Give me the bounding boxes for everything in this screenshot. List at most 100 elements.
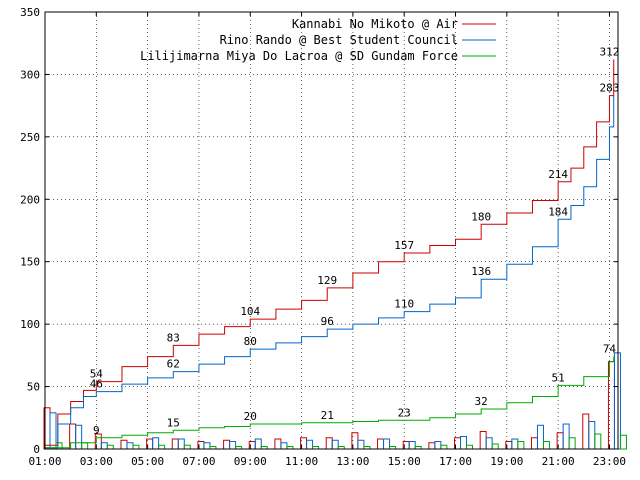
bar <box>588 421 596 450</box>
data-label: 62 <box>167 358 180 371</box>
x-tick-label: 21:00 <box>542 455 575 468</box>
bar <box>171 438 179 450</box>
bar <box>466 444 474 450</box>
bar <box>126 442 134 450</box>
bar <box>106 444 114 450</box>
x-tick-label: 19:00 <box>490 455 523 468</box>
data-label: 23 <box>398 406 411 419</box>
bar <box>229 441 237 450</box>
data-label: 180 <box>471 210 491 223</box>
x-tick-label: 17:00 <box>439 455 472 468</box>
y-tick-label: 300 <box>20 68 40 81</box>
y-tick-label: 150 <box>20 256 40 269</box>
x-tick-label: 23:00 <box>593 455 626 468</box>
bar <box>203 442 211 450</box>
legend: Kannabi No Mikoto @ Air Rino Rando @ Best… <box>140 17 496 63</box>
x-tick-label: 07:00 <box>182 455 215 468</box>
grid <box>45 12 618 449</box>
bar <box>491 443 499 450</box>
data-label: 184 <box>548 205 568 218</box>
data-label: 20 <box>244 410 257 423</box>
bar <box>331 439 339 450</box>
y-tick-label: 200 <box>20 193 40 206</box>
bar <box>383 438 391 450</box>
bar <box>306 439 314 450</box>
data-label: 157 <box>394 239 414 252</box>
bar <box>274 438 282 450</box>
legend-label: Rino Rando @ Best Student Council <box>220 33 458 47</box>
y-tick-label: 250 <box>20 131 40 144</box>
bar <box>325 437 333 450</box>
bar <box>568 437 576 450</box>
bar <box>100 442 108 450</box>
bar <box>428 442 436 450</box>
bar <box>613 352 621 450</box>
data-label: 214 <box>548 168 568 181</box>
y-tick-label: 100 <box>20 318 40 331</box>
bar <box>223 439 231 450</box>
bar <box>132 444 140 450</box>
y-tick-label: 350 <box>20 6 40 19</box>
axes: 0 50 100 150 200 250 300 350 01:00 03:00 05:00 07:0… <box>20 6 626 468</box>
bar <box>479 431 487 450</box>
data-label: 96 <box>321 315 334 328</box>
bar <box>582 413 590 450</box>
data-label: 46 <box>90 378 103 391</box>
data-label: 110 <box>394 298 414 311</box>
bar <box>75 424 83 450</box>
bar <box>517 441 525 450</box>
bar <box>562 423 570 450</box>
series-line <box>45 356 615 449</box>
data-label: 129 <box>317 274 337 287</box>
bar <box>81 442 89 450</box>
y-tick-label: 0 <box>33 443 40 456</box>
data-label: 136 <box>471 265 491 278</box>
bar <box>177 438 185 450</box>
data-label: 32 <box>475 395 488 408</box>
bar <box>460 436 468 450</box>
data-label: 74 <box>603 343 617 356</box>
bar <box>49 412 57 450</box>
x-tick-label: 11:00 <box>285 455 318 468</box>
bar <box>485 437 493 450</box>
data-label: 51 <box>552 371 565 384</box>
data-label: 9 <box>93 424 100 437</box>
x-tick-label: 13:00 <box>336 455 369 468</box>
data-label: 54 <box>90 368 104 381</box>
bar <box>254 438 262 450</box>
data-label: 283 <box>600 82 620 95</box>
x-tick-label: 01:00 <box>28 455 61 468</box>
data-label: 83 <box>167 331 180 344</box>
legend-label: Kannabi No Mikoto @ Air <box>292 17 458 31</box>
data-label: 104 <box>240 305 260 318</box>
bar <box>377 438 385 450</box>
data-label: 15 <box>167 416 180 429</box>
line-series <box>45 59 615 449</box>
bar <box>183 444 191 450</box>
bar <box>280 442 288 450</box>
legend-label: Lilijimarna Miya Do Lacroa @ SD Gundam F… <box>140 49 458 63</box>
bar <box>440 444 448 450</box>
data-label: 80 <box>244 335 257 348</box>
series-line <box>45 95 615 449</box>
bar <box>594 433 602 450</box>
bar <box>408 441 416 450</box>
bar <box>530 437 538 450</box>
bar <box>536 424 544 450</box>
bar <box>152 437 160 450</box>
data-labels: 54 83 104 129 157 180 214 312 46 62 80 96 110 136 184 2… <box>90 45 620 436</box>
series-line <box>45 59 615 446</box>
x-tick-label: 03:00 <box>80 455 113 468</box>
bar <box>511 438 519 450</box>
bar <box>120 439 128 450</box>
x-tick-label: 05:00 <box>131 455 164 468</box>
bar <box>357 439 365 450</box>
bar <box>542 441 550 450</box>
bar <box>619 434 627 450</box>
plot-area <box>44 11 619 450</box>
data-label: 312 <box>600 45 620 58</box>
y-tick-label: 50 <box>27 381 40 394</box>
data-label: 21 <box>321 409 334 422</box>
x-tick-label: 15:00 <box>388 455 421 468</box>
